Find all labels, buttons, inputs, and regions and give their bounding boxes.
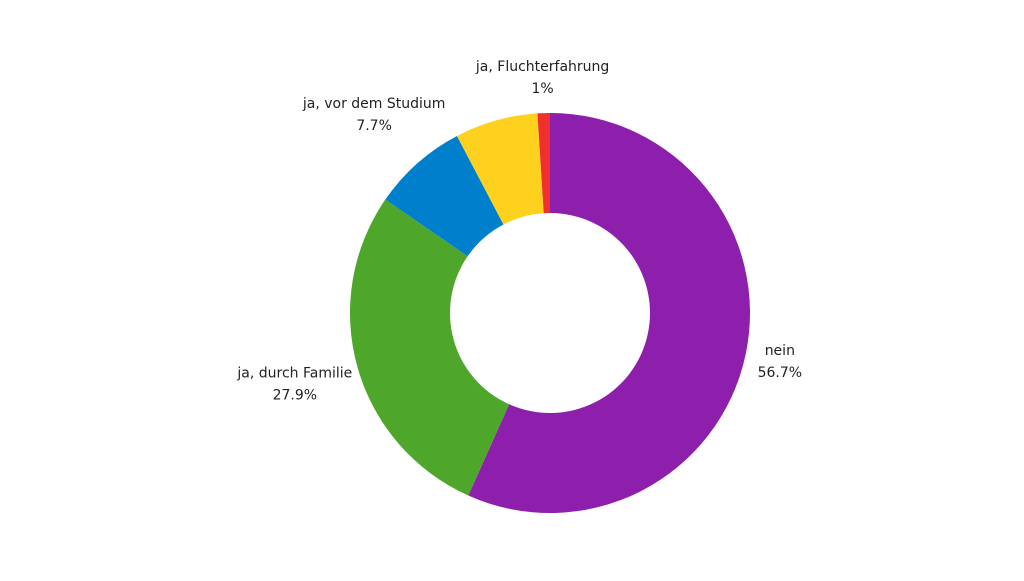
- slice-label: nein: [765, 343, 795, 359]
- slice: [385, 135, 504, 257]
- slice: [456, 113, 544, 225]
- slice-label: ja, durch Familie: [236, 366, 352, 382]
- slice: [468, 113, 750, 513]
- value-label: 27.9%: [273, 388, 317, 404]
- value-label: 56.7%: [758, 365, 802, 381]
- value-label: 7.7%: [356, 118, 392, 134]
- slice: [537, 113, 550, 214]
- slice-label: ja, Fluchterfahrung: [475, 59, 609, 75]
- value-label: 1%: [532, 81, 554, 97]
- slice-label: ja, vor dem Studium: [302, 96, 446, 112]
- slice: [350, 199, 510, 496]
